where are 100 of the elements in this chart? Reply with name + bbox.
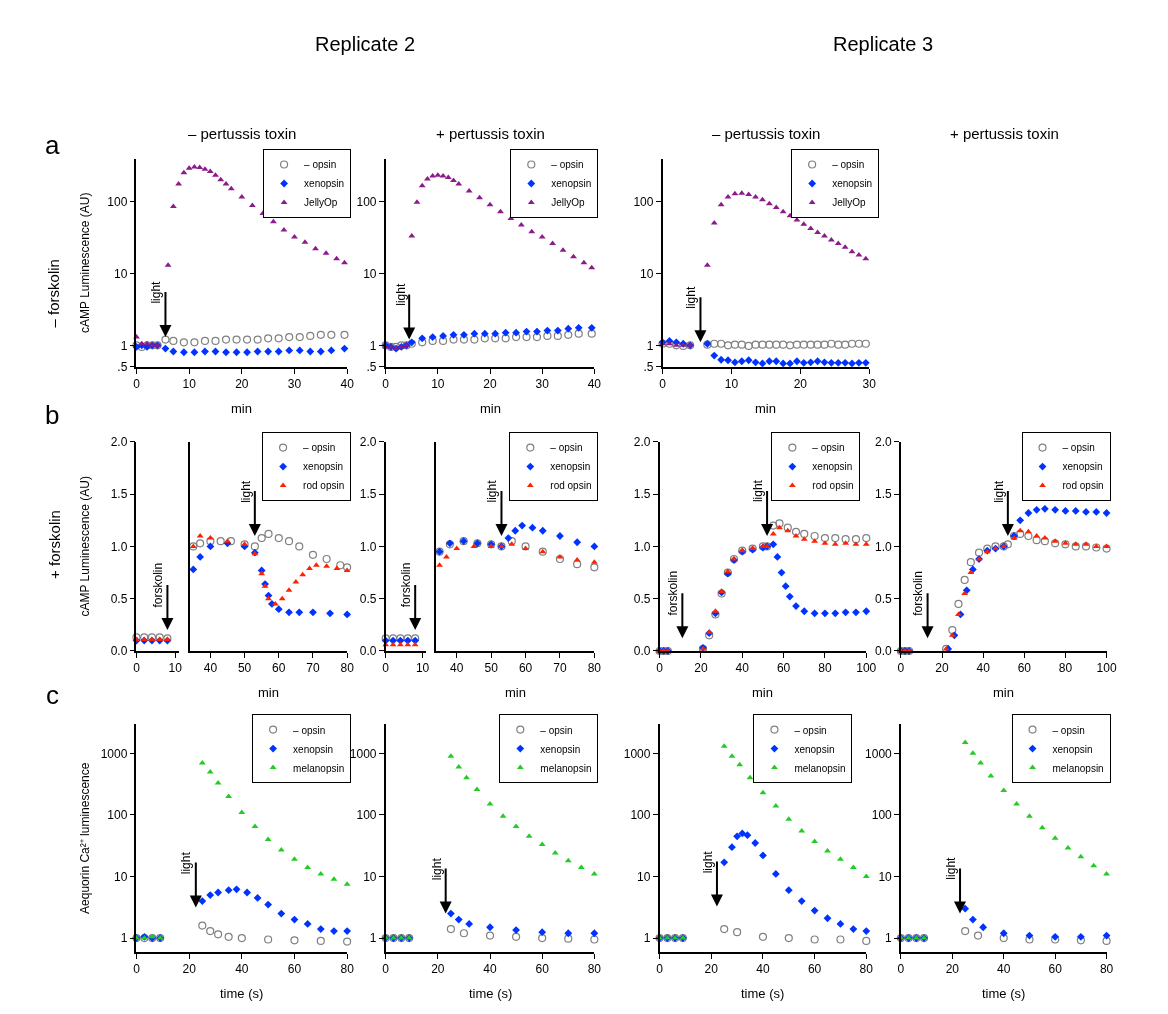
y-tick-label: 100 bbox=[871, 808, 893, 823]
legend-label: – opsin bbox=[832, 159, 865, 171]
annotation: light bbox=[684, 286, 699, 309]
x-tick-label: 100 bbox=[1096, 661, 1117, 676]
x-tick-label: 0 bbox=[656, 661, 664, 676]
x-tick-label: 0 bbox=[897, 661, 905, 676]
x-tick-label: 20 bbox=[235, 377, 249, 392]
x-tick-label: 80 bbox=[1099, 961, 1114, 976]
annotation: forskolin bbox=[399, 562, 414, 608]
annotation: light bbox=[700, 850, 715, 874]
x-tick-label: 40 bbox=[735, 661, 750, 676]
y-tick-label: 1 bbox=[369, 338, 377, 353]
x-tick-label: 20 bbox=[483, 377, 498, 392]
y-tick-label: 0.0 bbox=[633, 644, 651, 659]
x-tick-label: 60 bbox=[776, 661, 791, 676]
text: – forskolin bbox=[45, 259, 63, 328]
y-tick-label: 1.5 bbox=[633, 487, 651, 502]
annotation: light bbox=[179, 851, 194, 875]
y-tick-label: 10 bbox=[637, 869, 651, 884]
x-tick-label: 10 bbox=[431, 377, 445, 392]
x-axis-title: min bbox=[258, 685, 279, 700]
legend-label: – opsin bbox=[1052, 724, 1085, 736]
x-axis-title: min bbox=[752, 685, 773, 700]
x-tick-label: 60 bbox=[518, 661, 533, 676]
y-tick-label: 100 bbox=[107, 808, 128, 823]
y-tick-label: 10 bbox=[363, 266, 377, 281]
legend-label: – opsin bbox=[304, 159, 337, 171]
y-tick-label: 10 bbox=[113, 869, 128, 884]
legend-label: JellyOp bbox=[832, 197, 866, 209]
x-tick-label: 0 bbox=[382, 377, 390, 392]
chart-title: + pertussis toxin bbox=[436, 125, 545, 142]
legend-label: – opsin bbox=[550, 442, 583, 454]
x-tick-label: 60 bbox=[535, 961, 550, 976]
y-tick-label: 2.0 bbox=[359, 435, 377, 450]
x-tick-label: 60 bbox=[807, 961, 822, 976]
y-tick-label: 10 bbox=[878, 869, 893, 884]
text: b bbox=[45, 400, 60, 430]
annotation: forskolin bbox=[666, 570, 681, 616]
legend-label: xenopsin bbox=[303, 461, 344, 473]
text: c bbox=[46, 680, 59, 710]
x-tick-label: 10 bbox=[415, 661, 430, 676]
x-tick-label: 0 bbox=[382, 961, 390, 976]
y-tick-label: 100 bbox=[633, 194, 654, 209]
legend-label: rod opsin bbox=[1062, 480, 1104, 492]
legend-label: xenopsin bbox=[551, 178, 592, 190]
y-tick-label: 10 bbox=[640, 266, 654, 281]
x-tick-label: 0 bbox=[133, 661, 141, 676]
y-tick-label: 1.5 bbox=[110, 487, 128, 502]
x-axis-title: min bbox=[505, 685, 526, 700]
y-tick-label: 1000 bbox=[100, 746, 128, 761]
x-tick-label: 80 bbox=[587, 961, 602, 976]
x-tick-label: 40 bbox=[235, 961, 249, 976]
y-tick-label: 1.5 bbox=[359, 487, 377, 502]
y-tick-label: 1.0 bbox=[110, 539, 128, 554]
legend-label: – opsin bbox=[293, 724, 326, 736]
x-tick-label: 60 bbox=[287, 961, 302, 976]
annotation: light bbox=[485, 479, 500, 503]
y-tick-label: 100 bbox=[356, 194, 377, 209]
y-tick-label: 1 bbox=[646, 338, 654, 353]
chart-title: – pertussis toxin bbox=[712, 125, 821, 142]
x-tick-label: 20 bbox=[945, 961, 960, 976]
x-tick-label: 20 bbox=[431, 961, 445, 976]
x-tick-label: 30 bbox=[535, 377, 550, 392]
x-tick-label: 20 bbox=[182, 961, 197, 976]
x-tick-label: 100 bbox=[856, 661, 877, 676]
text: Replicate 3 bbox=[833, 33, 934, 55]
annotation: light bbox=[751, 479, 766, 503]
y-tick-label: 1.0 bbox=[359, 539, 377, 554]
legend-label: xenopsin bbox=[794, 743, 835, 755]
x-tick-label: 70 bbox=[306, 661, 320, 676]
x-axis-title: time (s) bbox=[469, 986, 513, 1001]
x-tick-label: 50 bbox=[484, 661, 499, 676]
y-axis-title: Aequorin Ca²⁺ luminescence bbox=[78, 762, 93, 914]
text: a bbox=[45, 130, 60, 160]
legend-label: melanopsin bbox=[293, 762, 345, 774]
x-tick-label: 10 bbox=[724, 377, 739, 392]
x-tick-label: 0 bbox=[656, 961, 664, 976]
annotation: forskolin bbox=[911, 571, 926, 616]
y-tick-label: 0.5 bbox=[359, 591, 377, 606]
annotation: light bbox=[238, 480, 253, 503]
x-tick-label: 60 bbox=[1048, 961, 1063, 976]
y-tick-label: 2.0 bbox=[633, 435, 651, 450]
x-tick-label: 30 bbox=[287, 377, 302, 392]
legend-label: xenopsin bbox=[304, 178, 345, 190]
y-tick-label: 0.5 bbox=[633, 591, 651, 606]
x-axis-title: time (s) bbox=[220, 986, 264, 1001]
x-tick-label: 10 bbox=[182, 377, 197, 392]
y-tick-label: 0.0 bbox=[359, 644, 377, 659]
y-tick-label: 0.5 bbox=[875, 591, 893, 606]
y-axis-title: cAMP Luminescence (AU) bbox=[77, 476, 92, 617]
x-tick-label: 20 bbox=[793, 377, 808, 392]
legend-label: – opsin bbox=[551, 159, 584, 171]
y-tick-label: 100 bbox=[107, 194, 128, 209]
annotation: light bbox=[149, 280, 164, 304]
legend-label: – opsin bbox=[1062, 442, 1095, 454]
x-tick-label: 80 bbox=[340, 961, 355, 976]
x-tick-label: 20 bbox=[935, 661, 950, 676]
y-tick-label: 1 bbox=[885, 931, 893, 946]
x-tick-label: 40 bbox=[203, 661, 218, 676]
legend-label: rod opsin bbox=[303, 480, 345, 492]
